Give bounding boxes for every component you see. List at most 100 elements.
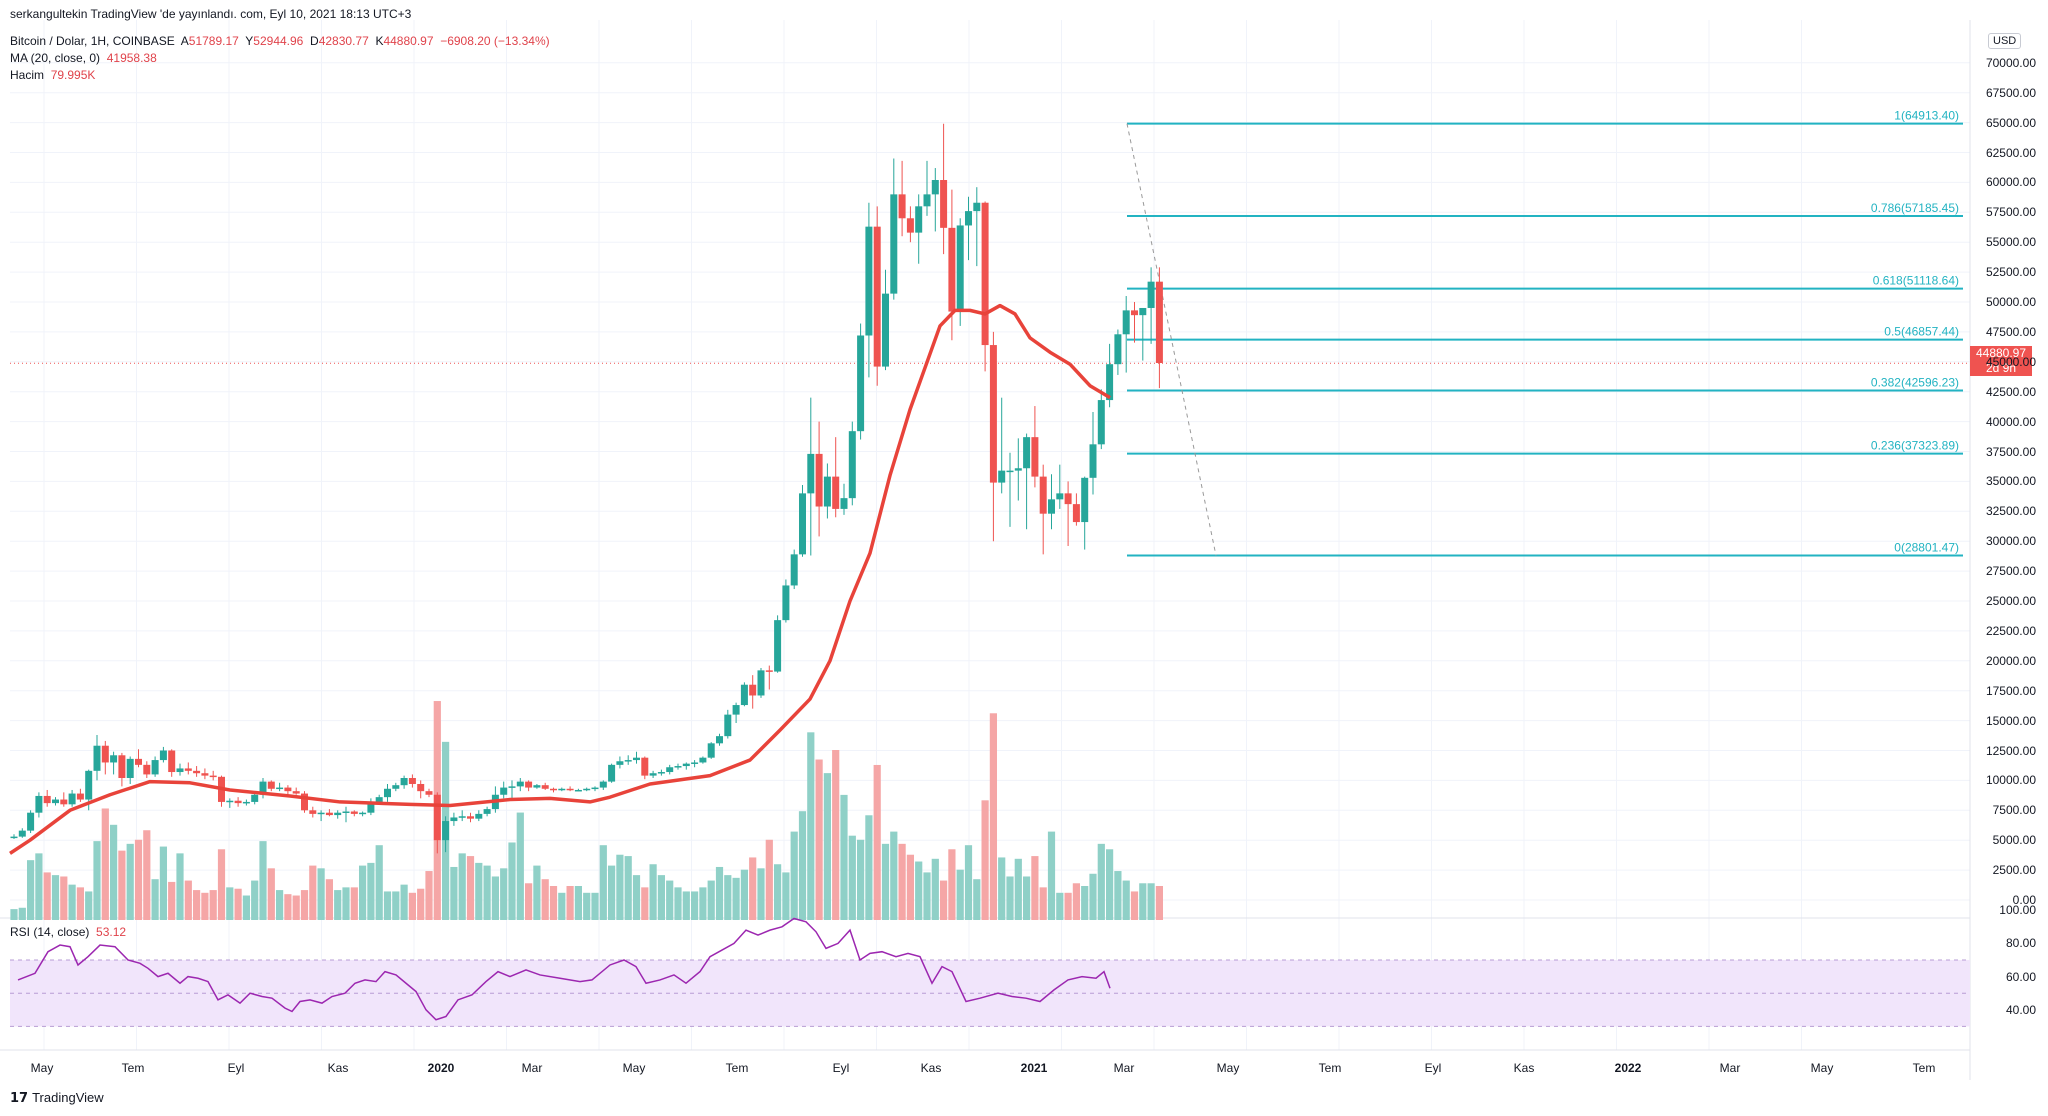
symbol-name: Bitcoin / Dolar, 1H, COINBASE [10, 34, 175, 48]
candle-body [807, 453, 815, 494]
volume-bar [632, 875, 641, 920]
volume-bar [757, 868, 765, 920]
time-tick-label: May [1216, 1061, 1240, 1075]
volume-bar [931, 858, 939, 920]
candle-body [143, 764, 151, 775]
volume-legend[interactable]: Hacim 79.995K [10, 68, 95, 82]
fib-level-label: 0.618(51118.64) [1873, 274, 1959, 288]
candle-body [450, 817, 458, 822]
candle-body [740, 684, 748, 706]
candle-body [790, 554, 798, 586]
price-tick-label: 2500.00 [1992, 863, 2036, 878]
volume-bar [209, 890, 217, 920]
price-tick-label: 22500.00 [1985, 623, 2036, 638]
last-price-tag: 44880.97 2d 9h [1970, 346, 2032, 376]
volume-bar [300, 890, 309, 920]
volume-bar [989, 713, 997, 920]
volume-bar [267, 868, 275, 920]
ma-label: MA (20, close, 0) [10, 51, 101, 65]
candle-body [276, 787, 284, 790]
volume-bar [682, 891, 690, 920]
candle-body [574, 789, 582, 792]
volume-bar [359, 865, 367, 920]
volume-bar [649, 864, 657, 920]
candle-body [292, 791, 300, 794]
candle-body [898, 194, 906, 219]
tradingview-logo[interactable]: 17 TradingView [10, 1090, 104, 1106]
candle-body [1072, 504, 1080, 523]
last-price-value: 44880.97 [1975, 346, 2027, 360]
high-label: Y [245, 34, 254, 48]
rsi-label: RSI (14, close) [10, 925, 90, 939]
candle-body [956, 225, 964, 312]
volume-bar [807, 732, 815, 920]
volume-bar [85, 891, 93, 920]
candle-body [35, 795, 43, 813]
time-tick-label: Tem [121, 1061, 145, 1075]
time-tick-label: Eyl [832, 1061, 850, 1075]
volume-bar [110, 824, 118, 920]
candle-body [18, 830, 26, 837]
volume-bar [591, 892, 599, 920]
candle-body [516, 781, 524, 787]
price-tick-label: 45000.00 [1985, 354, 2036, 369]
volume-bar [1006, 876, 1014, 920]
candle-body [458, 816, 466, 818]
volume-bar [18, 907, 26, 920]
candle-body [931, 180, 939, 195]
candle-body [1014, 468, 1022, 471]
candle-body [682, 763, 690, 767]
volume-bar [1147, 883, 1155, 920]
publisher-line: serkangultekin TradingView 'de yayınland… [10, 7, 412, 21]
volume-bar [641, 887, 649, 920]
volume-bar [168, 881, 176, 920]
candle-body [27, 812, 35, 831]
volume-bar [674, 887, 682, 920]
volume-bar [408, 892, 416, 920]
candle-body [1106, 364, 1114, 401]
rsi-legend[interactable]: RSI (14, close) 53.12 [10, 925, 126, 939]
rsi-tick-label: 60.00 [2005, 969, 2036, 984]
price-tick-label: 12500.00 [1985, 743, 2036, 758]
volume-bar [1114, 871, 1122, 920]
rsi-tick-label: 80.00 [2005, 936, 2036, 951]
volume-bar [234, 888, 242, 920]
candle-body [242, 801, 250, 804]
volume-bar [193, 890, 201, 920]
volume-bar [865, 815, 873, 920]
volume-bar [583, 892, 591, 920]
volume-bar [873, 764, 881, 920]
volume-bar [782, 872, 790, 920]
price-tick-label: 42500.00 [1985, 384, 2036, 399]
volume-bar [126, 843, 134, 920]
candle-body [367, 801, 375, 813]
price-tick-label: 20000.00 [1985, 653, 2036, 668]
close-value: 44880.97 [383, 34, 434, 48]
candle-body [68, 793, 76, 805]
volume-bar [774, 864, 782, 920]
volume-bar [1023, 876, 1031, 920]
price-tick-label: 10000.00 [1985, 773, 2036, 788]
currency-button[interactable]: USD [1988, 33, 2022, 49]
volume-bar [1047, 831, 1056, 920]
volume-bar [27, 860, 35, 920]
candle-body [442, 821, 450, 841]
volume-bar [1039, 887, 1047, 920]
candle-body [350, 811, 358, 814]
candle-body [408, 778, 416, 784]
candle-body [840, 498, 848, 509]
last-price-countdown: 2d 9h [1985, 361, 2017, 375]
volume-bar [832, 750, 840, 920]
candle-body [1122, 310, 1130, 335]
fib-level-label: 0.382(42596.23) [1871, 376, 1959, 390]
volume-bar [292, 895, 300, 920]
time-tick-label: 2021 [1020, 1061, 1048, 1075]
symbol-legend[interactable]: Bitcoin / Dolar, 1H, COINBASE A51789.17 … [10, 34, 550, 48]
candle-body [1155, 281, 1163, 363]
ma-legend[interactable]: MA (20, close, 0) 41958.38 [10, 51, 157, 65]
price-tick-label: 62500.00 [1985, 145, 2036, 160]
volume-bar [624, 856, 632, 920]
volume-bar [1014, 858, 1022, 920]
volume-bar [699, 887, 707, 920]
